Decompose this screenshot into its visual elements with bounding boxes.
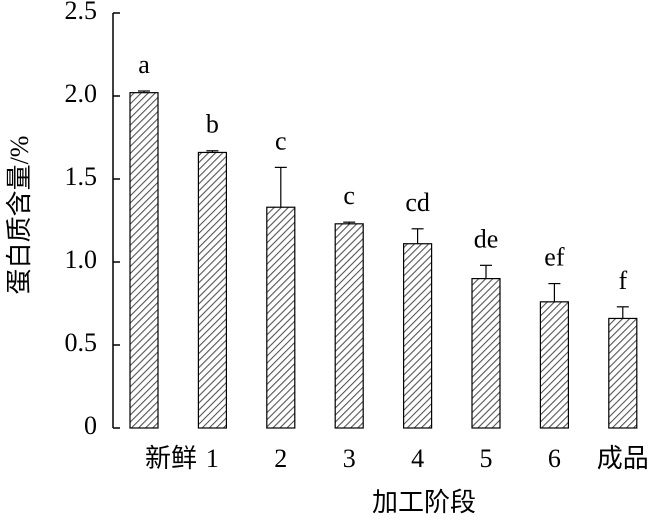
- x-tick-label: 新鲜: [145, 444, 197, 473]
- x-axis-label: 加工阶段: [372, 488, 476, 517]
- x-tick-label: 成品: [597, 444, 649, 473]
- x-tick-label: 3: [343, 444, 356, 473]
- bar: [608, 317, 638, 429]
- x-tick-label: 2: [274, 444, 287, 473]
- y-tick-label: 2.5: [65, 0, 98, 25]
- bar: [129, 92, 159, 429]
- x-tick-label: 4: [411, 444, 424, 473]
- significance-letter: de: [474, 224, 499, 253]
- y-tick-label: 0: [84, 411, 97, 440]
- y-tick-label: 0.5: [65, 328, 98, 357]
- bar: [266, 206, 296, 429]
- significance-letter: cd: [405, 188, 430, 217]
- significance-letter: f: [618, 266, 627, 295]
- y-axis-label: 蛋白质含量/%: [5, 136, 34, 295]
- x-tick-label: 5: [480, 444, 493, 473]
- significance-letter: a: [138, 50, 150, 79]
- x-tick-label: 1: [206, 444, 219, 473]
- bar: [403, 243, 433, 429]
- significance-letter: b: [206, 110, 219, 139]
- significance-letter: c: [343, 181, 355, 210]
- significance-letter: c: [275, 126, 287, 155]
- y-tick-label: 1.0: [65, 245, 98, 274]
- significance-letter: ef: [544, 243, 565, 272]
- bar: [539, 301, 570, 429]
- bar: [334, 223, 364, 429]
- bar: [471, 278, 501, 429]
- x-tick-label: 6: [548, 444, 561, 473]
- y-tick-label: 1.5: [65, 162, 98, 191]
- y-tick-label: 2.0: [65, 79, 98, 108]
- bar: [197, 151, 227, 429]
